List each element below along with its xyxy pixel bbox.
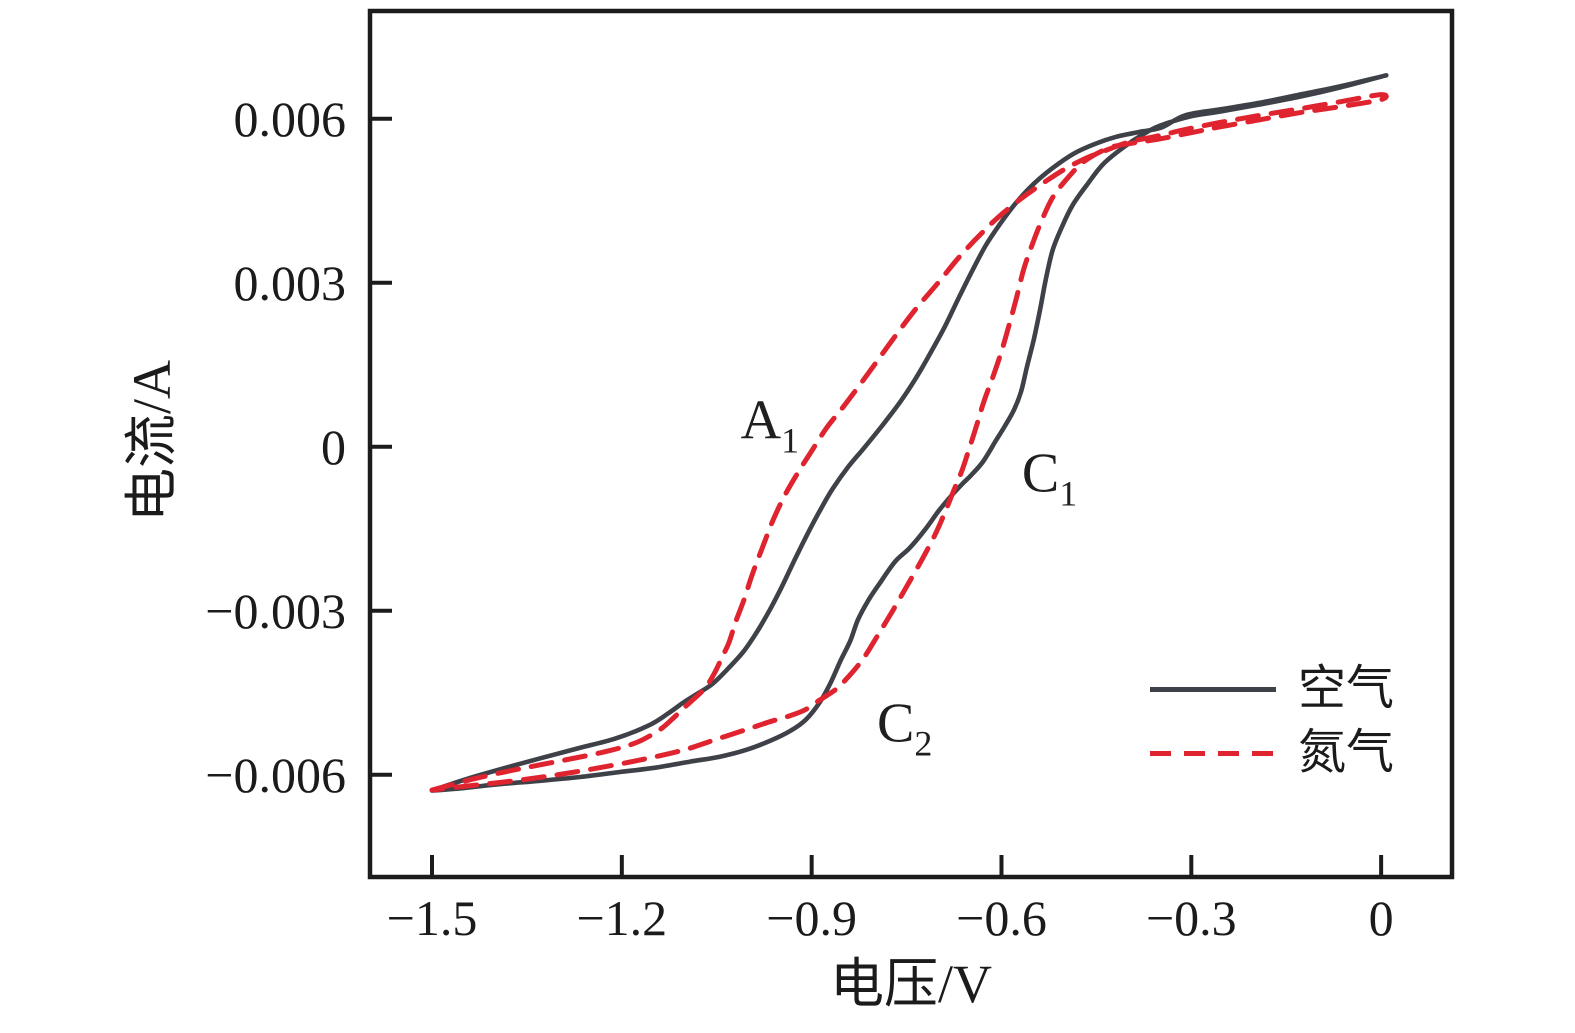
x-tick-label: −1.2: [576, 890, 668, 946]
annotation-A1: A1: [741, 392, 799, 458]
annotation-text: C: [1021, 442, 1060, 505]
legend-label: 空气: [1298, 662, 1395, 715]
legend-item: 氮气: [1150, 721, 1394, 785]
x-axis-title: 电压/V: [830, 954, 992, 1014]
annotation-subscript: 1: [1059, 473, 1078, 514]
annotation-C1: C1: [1022, 445, 1077, 511]
curve-nitrogen: [429, 92, 1389, 793]
plot-border: [367, 8, 1455, 880]
x-tick-label: −0.9: [766, 890, 858, 946]
annotation-text: C: [876, 692, 915, 755]
x-tick-label: −0.6: [956, 890, 1047, 946]
y-tick-label: −0.006: [205, 746, 346, 803]
legend-solid-line: [1150, 686, 1276, 692]
y-tick-label: 0: [321, 418, 346, 475]
y-tick-label: −0.003: [205, 582, 346, 639]
legend-dashed-line: [1150, 750, 1276, 756]
y-axis-title: 电流/A: [122, 360, 182, 522]
legend: 空气 氮气: [1150, 657, 1394, 785]
x-tick-label: 0: [1368, 890, 1394, 946]
curve-air: [429, 73, 1389, 793]
y-tick-label: 0.006: [233, 90, 347, 147]
x-tick-label: −1.5: [386, 890, 478, 946]
y-tick-label: 0.003: [233, 254, 347, 311]
annotation-subscript: 1: [781, 420, 800, 461]
annotation-subscript: 2: [914, 723, 933, 764]
legend-label: 氮气: [1298, 726, 1395, 779]
annotation-C2: C2: [877, 696, 932, 762]
annotation-text: A: [740, 389, 782, 452]
x-tick-label: −0.3: [1145, 890, 1237, 946]
legend-item: 空气: [1150, 657, 1394, 721]
